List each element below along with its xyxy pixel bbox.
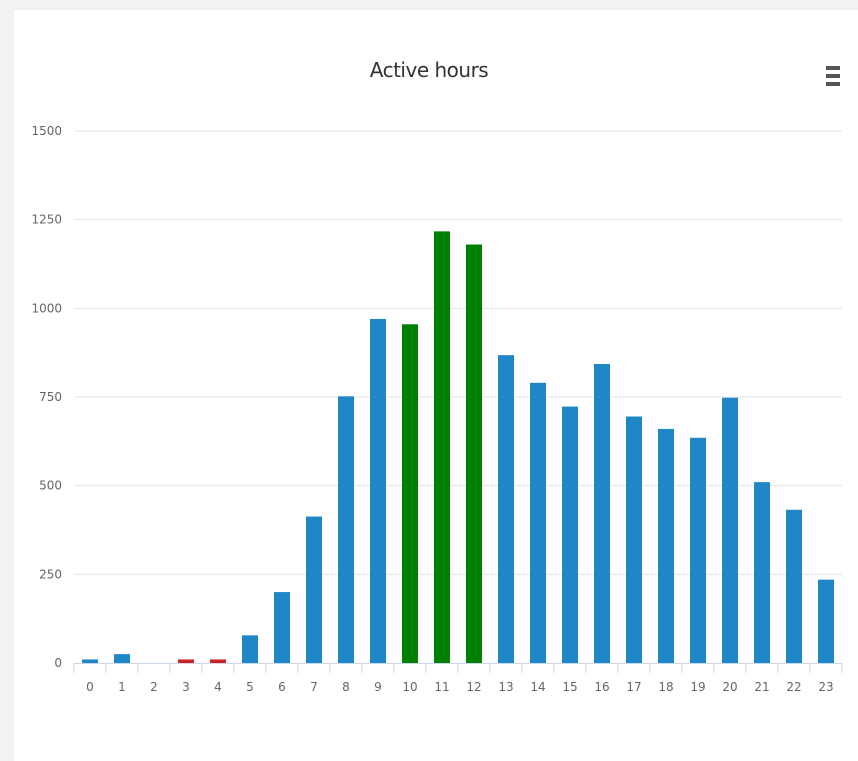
x-tick-label-12: 12 [466,680,481,694]
x-tick-label-0: 0 [86,680,94,694]
y-axis-labels: 0 250 500 750 1000 1250 1500 [31,124,62,670]
x-axis [73,663,843,673]
y-tick-label-0: 0 [54,656,62,670]
x-tick-label-6: 6 [278,680,286,694]
bar-hour-3 [178,659,194,663]
y-tick-label-1000: 1000 [31,301,62,315]
bar-hour-14 [530,382,546,663]
bar-hour-9 [370,318,386,663]
x-tick-label-20: 20 [722,680,737,694]
x-tick-label-1: 1 [118,680,126,694]
x-tick-label-11: 11 [434,680,449,694]
x-tick-label-9: 9 [374,680,382,694]
x-tick-label-23: 23 [818,680,833,694]
bar-hour-16 [594,364,610,663]
bar-hour-21 [754,482,770,663]
bar-hour-8 [338,396,354,663]
bar-hour-5 [242,635,258,663]
y-tick-label-1500: 1500 [31,124,62,138]
bar-hour-19 [690,437,706,663]
y-tick-label-1250: 1250 [31,213,62,227]
x-tick-label-21: 21 [754,680,769,694]
bar-hour-20 [722,397,738,663]
bar-hour-4 [210,659,226,663]
bars [82,231,834,663]
x-tick-label-13: 13 [498,680,513,694]
bar-hour-12 [466,244,482,663]
x-tick-label-16: 16 [594,680,609,694]
x-axis-labels: 0 1 2 3 4 5 6 7 8 9 10 11 12 13 14 15 16 17 18 19 20 21 22 23 [86,680,833,694]
bar-hour-17 [626,416,642,663]
bar-hour-7 [306,516,322,663]
x-tick-label-17: 17 [626,680,641,694]
y-tick-label-750: 750 [39,390,62,404]
y-tick-label-500: 500 [39,479,62,493]
x-tick-label-2: 2 [150,680,158,694]
x-tick-label-7: 7 [310,680,318,694]
x-tick-label-3: 3 [182,680,190,694]
x-tick-label-15: 15 [562,680,577,694]
bar-hour-1 [114,654,130,663]
bar-hour-23 [818,579,834,663]
bar-hour-6 [274,592,290,663]
x-tick-label-5: 5 [246,680,254,694]
x-tick-label-8: 8 [342,680,350,694]
bar-hour-22 [786,509,802,663]
bar-hour-15 [562,406,578,663]
hamburger-menu-icon[interactable] [826,66,840,88]
bar-hour-11 [434,231,450,663]
x-tick-label-19: 19 [690,680,705,694]
x-tick-label-14: 14 [530,680,545,694]
bar-hour-10 [402,324,418,663]
x-tick-label-4: 4 [214,680,222,694]
x-tick-label-18: 18 [658,680,673,694]
chart-title: Active hours [369,58,489,82]
bar-hour-0 [82,659,98,663]
grid-lines [74,130,842,575]
x-tick-label-22: 22 [786,680,801,694]
x-tick-label-10: 10 [402,680,417,694]
bar-hour-18 [658,428,674,663]
y-tick-label-250: 250 [39,567,62,581]
bar-hour-13 [498,355,514,663]
